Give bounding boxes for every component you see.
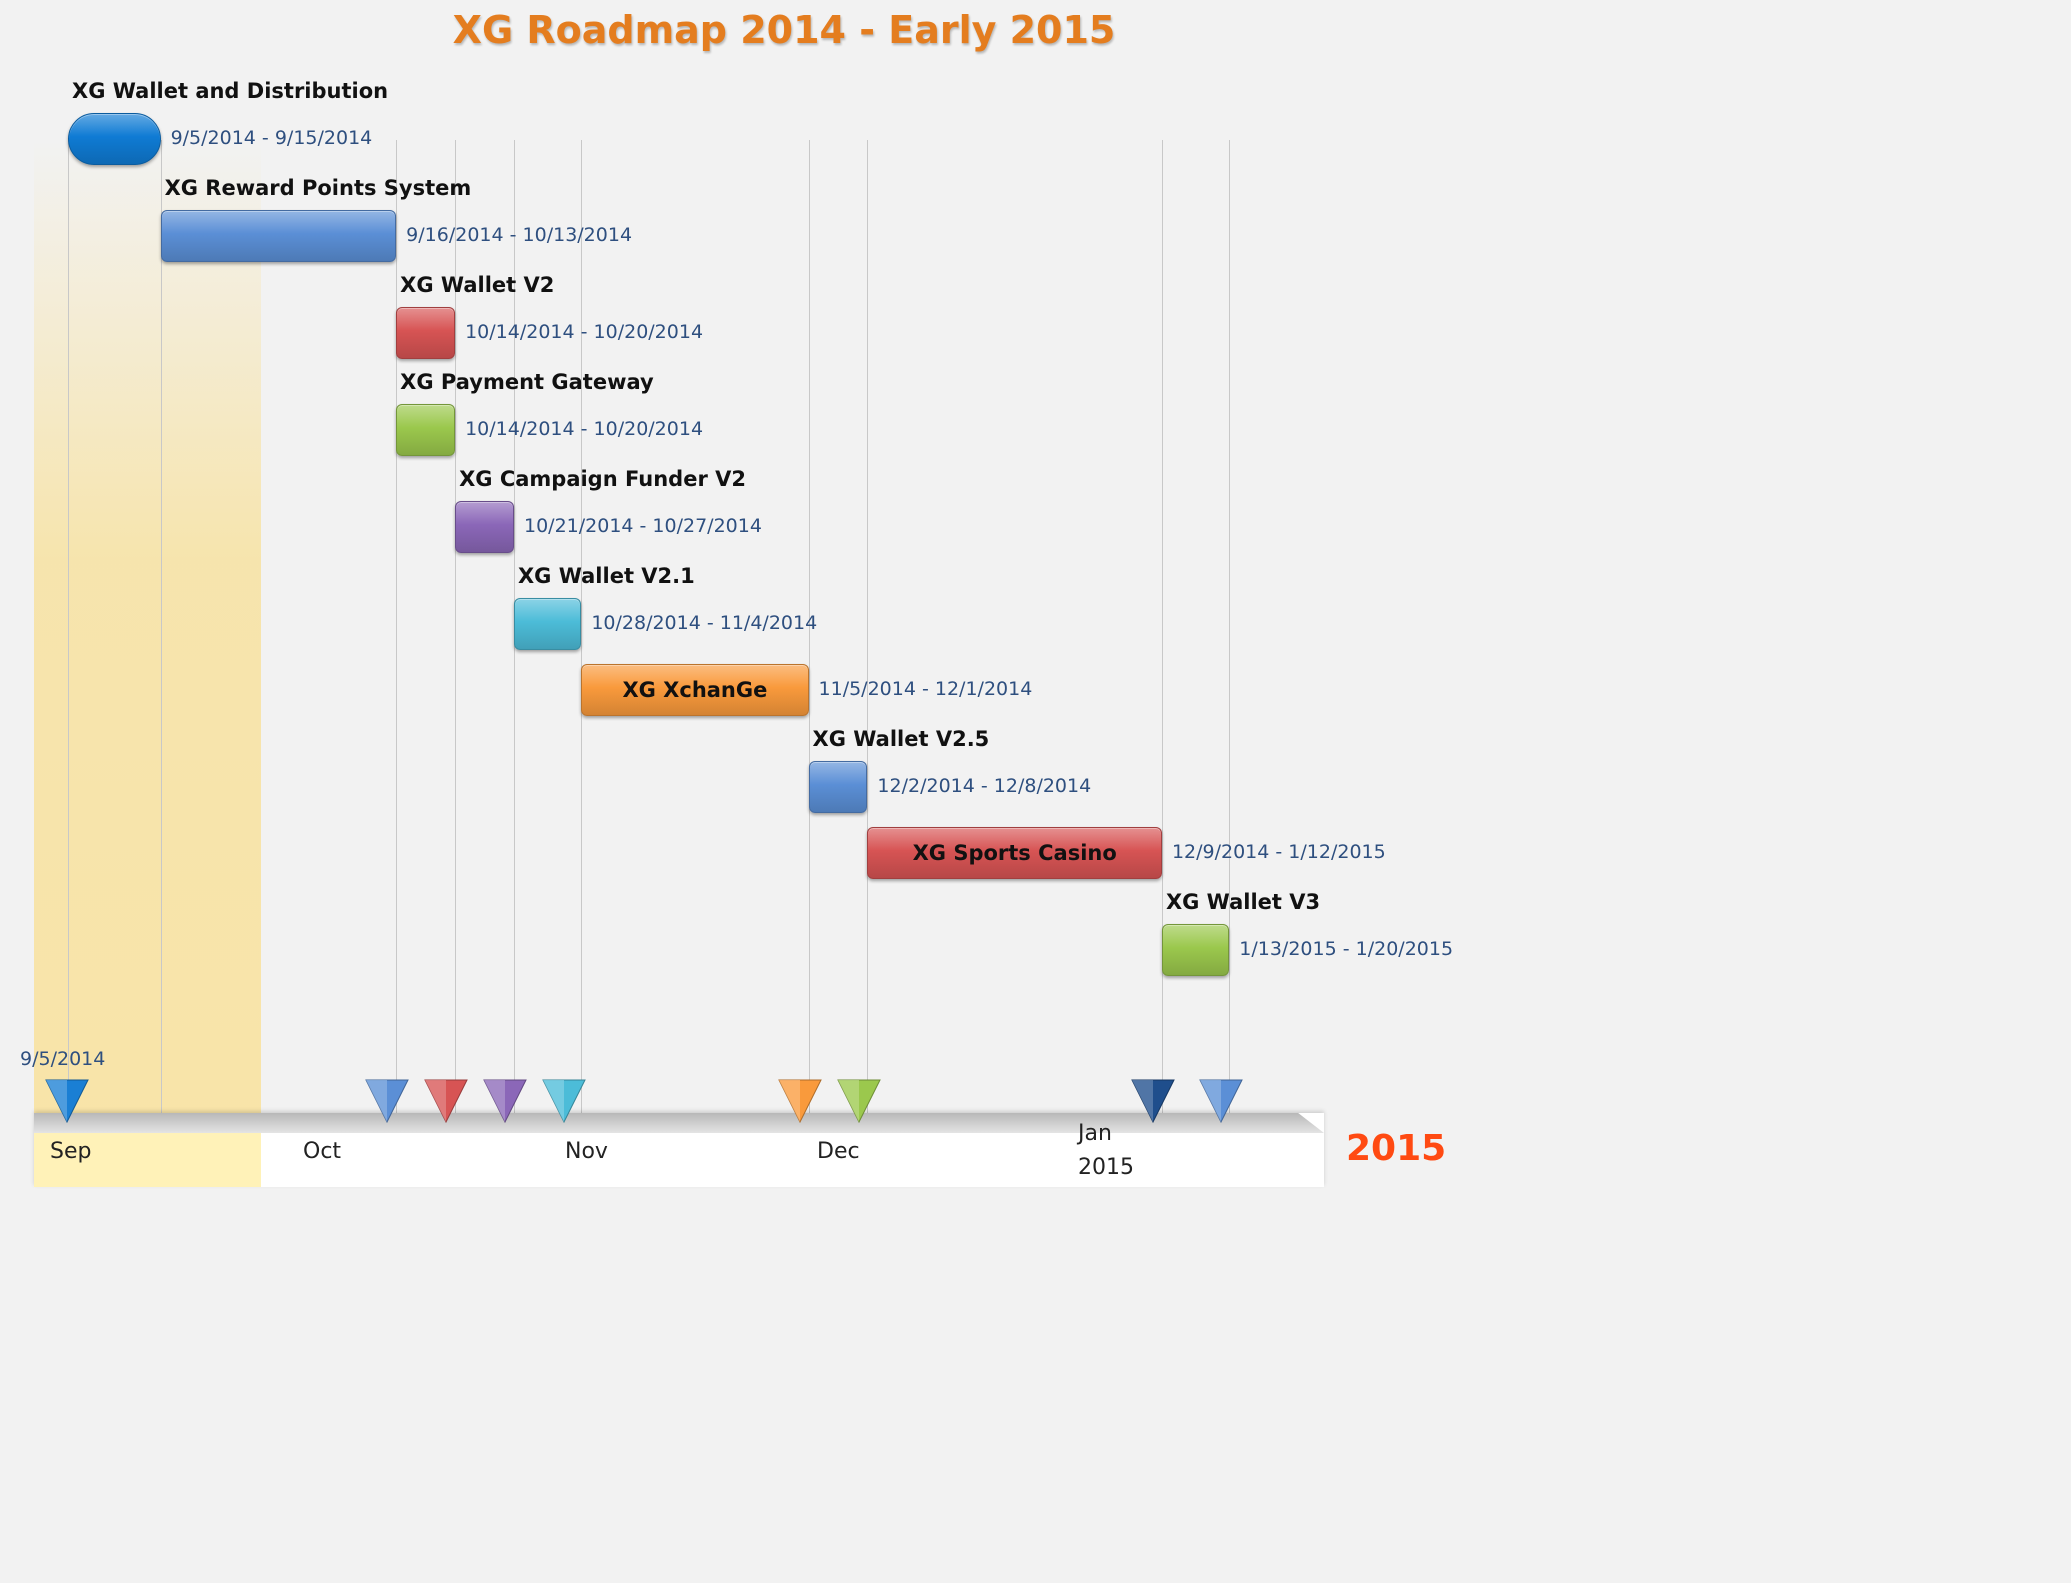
task-bar — [808, 761, 868, 813]
milestone-marker-icon — [778, 1079, 822, 1124]
task-name: XG Sports Casino — [912, 841, 1117, 865]
gridline — [809, 140, 810, 1115]
task-name: XG XchanGe — [622, 678, 768, 702]
task-bar: XG Sports Casino — [867, 827, 1162, 879]
task-bar — [396, 404, 456, 456]
task-name: XG Reward Points System — [164, 176, 472, 200]
task-bar: XG XchanGe — [581, 664, 809, 716]
axis-month-label: Nov — [565, 1139, 608, 1164]
task-dates: 11/5/2014 - 12/1/2014 — [818, 678, 1033, 700]
milestone-marker-icon — [424, 1079, 468, 1124]
task-name: XG Wallet V2.1 — [517, 564, 695, 588]
task-name: XG Payment Gateway — [400, 370, 654, 394]
milestone-marker-icon — [483, 1079, 527, 1124]
milestone-marker-icon — [1131, 1079, 1175, 1124]
start-date-label: 9/5/2014 — [20, 1048, 106, 1070]
gridline — [867, 140, 868, 1115]
axis-month-label: Oct — [303, 1139, 342, 1164]
page-title: XG Roadmap 2014 - Early 2015 — [452, 8, 1116, 52]
gridline — [1162, 140, 1163, 1115]
gridline — [68, 140, 69, 1115]
gridline — [581, 140, 582, 1115]
task-dates: 9/16/2014 - 10/13/2014 — [406, 224, 633, 246]
task-name: XG Wallet V2.5 — [812, 727, 990, 751]
task-dates: 12/2/2014 - 12/8/2014 — [877, 775, 1092, 797]
milestone-marker-icon — [542, 1079, 586, 1124]
milestone-marker-icon — [45, 1079, 89, 1124]
task-dates: 12/9/2014 - 1/12/2015 — [1171, 841, 1386, 863]
gridline — [1229, 140, 1230, 1115]
task-name: XG Campaign Funder V2 — [459, 467, 746, 491]
task-dates: 10/14/2014 - 10/20/2014 — [465, 321, 704, 343]
task-bar — [68, 113, 161, 165]
task-name: XG Wallet V2 — [400, 273, 555, 297]
gridline — [396, 140, 397, 1115]
task-name: XG Wallet V3 — [1165, 890, 1321, 914]
axis-top-band — [34, 1113, 1324, 1133]
task-bar — [455, 501, 514, 553]
task-bar — [160, 210, 397, 262]
axis-month-label: Jan 2015 — [1078, 1121, 1134, 1180]
gridline — [161, 140, 162, 1115]
milestone-marker-icon — [1199, 1079, 1243, 1124]
axis-current-month-band — [34, 1133, 261, 1187]
task-dates: 9/5/2014 - 9/15/2014 — [170, 127, 373, 149]
axis-month-label: Sep — [50, 1139, 92, 1164]
task-bar — [513, 598, 582, 650]
milestone-marker-icon — [837, 1079, 881, 1124]
milestone-marker-icon — [365, 1079, 409, 1124]
gridline — [455, 140, 456, 1115]
year-label: 2015 — [1346, 1128, 1447, 1169]
task-dates: 1/13/2015 - 1/20/2015 — [1239, 938, 1454, 960]
current-period-highlight — [34, 140, 261, 1187]
task-bar — [1161, 924, 1230, 976]
task-dates: 10/21/2014 - 10/27/2014 — [523, 515, 762, 537]
task-dates: 10/14/2014 - 10/20/2014 — [465, 418, 704, 440]
task-name: XG Wallet and Distribution — [72, 79, 389, 103]
task-bar — [396, 307, 456, 359]
task-dates: 10/28/2014 - 11/4/2014 — [591, 612, 818, 634]
axis-month-label: Dec — [817, 1139, 860, 1164]
